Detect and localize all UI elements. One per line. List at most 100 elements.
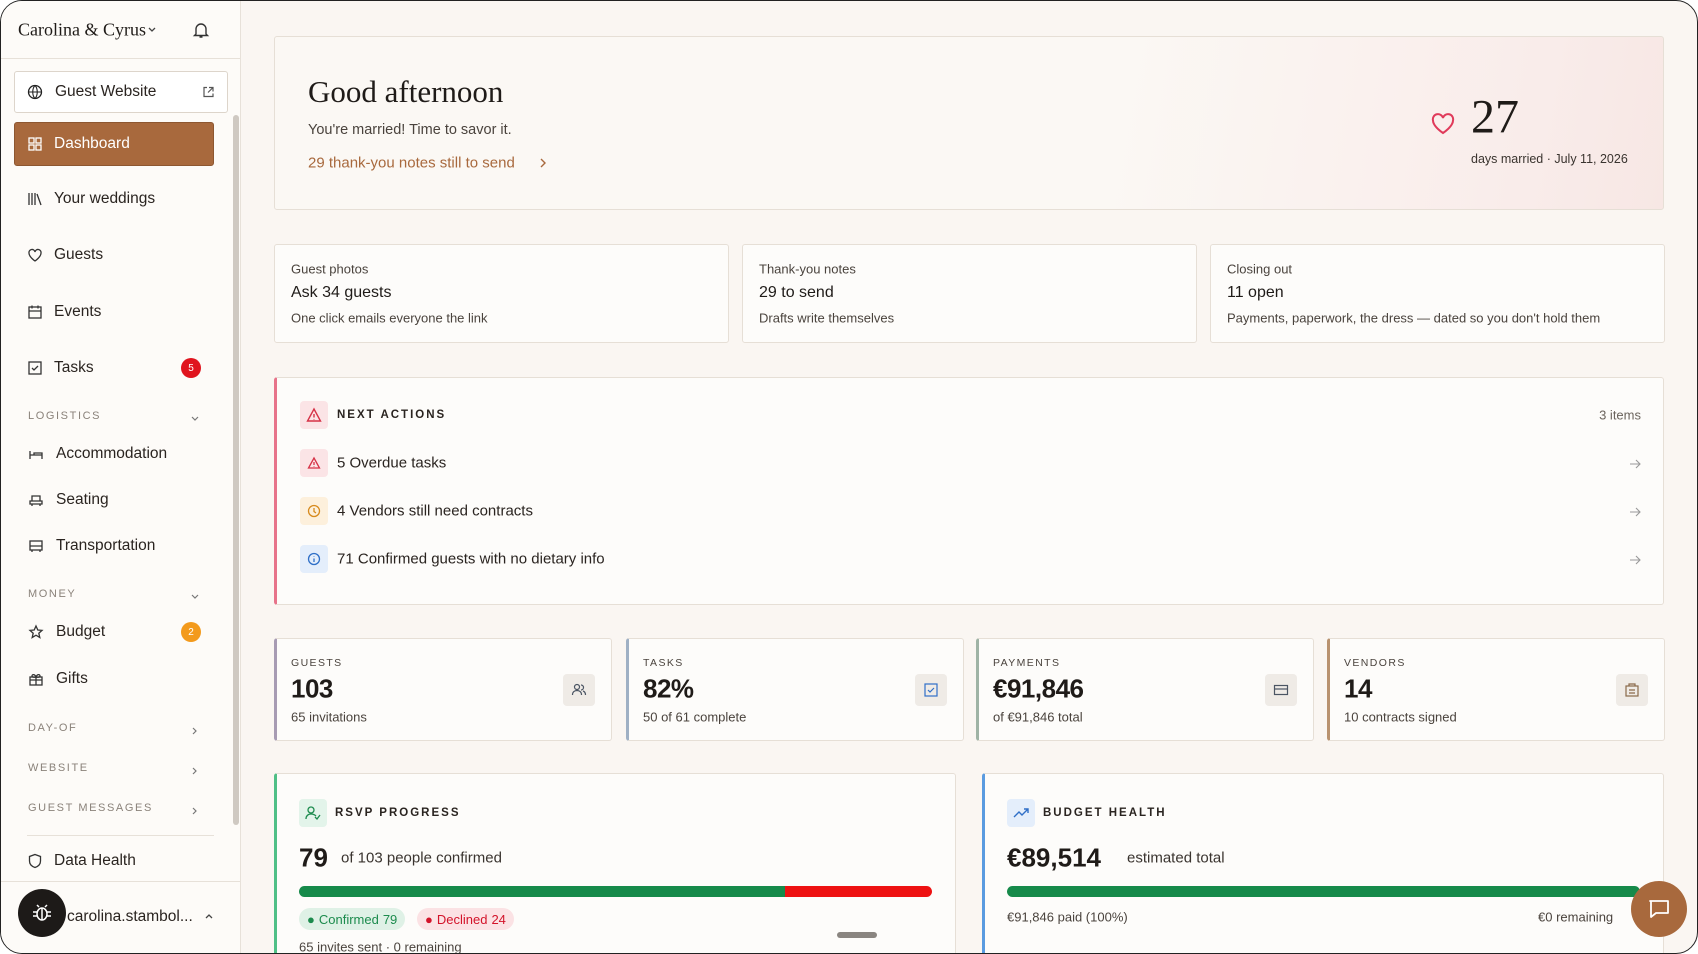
card-label: Guest photos <box>291 261 369 277</box>
stat-icon <box>1616 674 1648 706</box>
card-title: Ask 34 guests <box>291 284 392 301</box>
summary-card[interactable]: Thank-you notes 29 to send Drafts write th… <box>742 244 1197 343</box>
nav-icon <box>28 446 44 462</box>
nav-label[interactable]: Guests <box>54 246 104 263</box>
pill-count: 79 <box>382 911 398 927</box>
chevron <box>190 589 200 599</box>
stat-icon <box>915 674 947 706</box>
divider <box>27 835 214 836</box>
stat-subtitle: 10 contracts signed <box>1344 709 1457 725</box>
budget-total: €89,514 <box>1007 842 1101 873</box>
rsvp-icon <box>299 799 327 827</box>
nav-label[interactable]: Guest Website <box>55 83 157 100</box>
nav-label[interactable]: Data Health <box>54 852 136 869</box>
action-text: Confirmed guests with no dietary info <box>357 550 605 568</box>
stat-value: 103 <box>291 673 333 704</box>
bell-icon[interactable] <box>192 21 210 39</box>
nav-icon <box>28 624 44 640</box>
nav-label[interactable]: Gifts <box>56 670 88 687</box>
bar-declined <box>784 886 932 897</box>
pill-label: Confirmed <box>318 911 379 927</box>
nav-label[interactable]: Tasks <box>54 359 94 376</box>
stat-subtitle: 50 of 61 complete <box>643 709 747 725</box>
chevron <box>205 914 213 919</box>
nav-icon <box>28 538 44 554</box>
nav-label[interactable]: Events <box>54 303 102 320</box>
chevron <box>190 803 200 815</box>
rsvp-caption: of 103 people confirmed <box>341 849 502 867</box>
action-count: 5 <box>337 454 346 472</box>
action-row[interactable]: 5 Overdue tasks <box>337 455 446 472</box>
summary-card[interactable]: Closing out 11 open Payments, paperwork, t… <box>1210 244 1665 343</box>
shield-icon <box>28 853 42 869</box>
stat-card[interactable]: VENDORS 14 10 contracts signed <box>1327 638 1665 741</box>
chevron <box>190 723 200 735</box>
days-caption: days married · July 11, 2026 <box>1471 152 1628 166</box>
rsvp-confirmed: 79 <box>299 842 328 873</box>
budget-bar <box>1007 886 1640 897</box>
budget-icon <box>1007 799 1035 827</box>
card-title: 11 open <box>1227 284 1284 301</box>
stat-card[interactable]: PAYMENTS €91,846 of €91,846 total <box>976 638 1314 741</box>
debug-button[interactable] <box>18 889 66 937</box>
nav-label[interactable]: Seating <box>56 491 109 508</box>
workspace-name[interactable]: Carolina & Cyrus <box>18 19 146 40</box>
divider <box>1 58 241 59</box>
nav-badge: 5 <box>181 358 201 378</box>
nav-label[interactable]: Accommodation <box>56 445 168 462</box>
arrow-icon <box>1629 505 1641 517</box>
nav-label[interactable]: Budget <box>56 623 106 640</box>
globe-icon <box>27 84 43 100</box>
stat-card[interactable]: TASKS 82% 50 of 61 complete <box>626 638 964 741</box>
chevron <box>148 27 156 32</box>
user-name[interactable]: carolina.stambol... <box>67 908 193 925</box>
chat-icon <box>1649 900 1669 918</box>
rsvp-card: RSVP PROGRESS 79 of 103 people confirmed… <box>274 773 956 953</box>
pill-label: Declined <box>436 911 488 927</box>
heart-icon <box>1431 113 1455 135</box>
section-title[interactable]: WEBSITE <box>28 762 89 774</box>
nav-active[interactable] <box>14 122 214 166</box>
card-title: 29 to send <box>759 284 834 301</box>
greeting-link[interactable]: 29 thank-you notes still to send <box>308 154 515 172</box>
action-row[interactable]: 71 Confirmed guests with no dietary info <box>337 551 605 568</box>
guest-website-button[interactable] <box>14 71 228 113</box>
chevron <box>540 158 546 168</box>
section-title[interactable]: GUEST MESSAGES <box>28 802 153 814</box>
section-title[interactable]: DAY-OF <box>28 722 78 734</box>
nav-icon <box>28 671 44 687</box>
card-subtitle: Drafts write themselves <box>759 310 895 326</box>
stat-value: 14 <box>1344 673 1372 704</box>
external-link-icon <box>203 86 214 98</box>
stat-card[interactable]: GUESTS 103 65 invitations <box>274 638 612 741</box>
chat-button[interactable] <box>1631 881 1687 937</box>
scrollbar[interactable] <box>233 115 239 825</box>
stat-icon <box>1265 674 1297 706</box>
nav-icon <box>27 247 43 263</box>
action-count: 4 <box>337 502 346 520</box>
greeting-subtitle: You're married! Time to savor it. <box>308 122 512 138</box>
stat-label: PAYMENTS <box>993 657 1061 669</box>
budget-caption: estimated total <box>1127 849 1225 867</box>
arrow-icon <box>1629 457 1641 469</box>
action-icon <box>300 449 328 477</box>
greeting-title: Good afternoon <box>308 74 504 109</box>
nav-label[interactable]: Your weddings <box>54 190 156 207</box>
section-title[interactable]: MONEY <box>28 588 77 600</box>
nav-label[interactable]: Transportation <box>56 537 156 554</box>
card-subtitle: One click emails everyone the link <box>291 310 488 326</box>
rsvp-title: RSVP PROGRESS <box>335 807 461 819</box>
stat-value: 82% <box>643 673 694 704</box>
action-row[interactable]: 4 Vendors still need contracts <box>337 503 533 520</box>
action-count: 71 <box>337 550 354 568</box>
section-title[interactable]: LOGISTICS <box>28 410 102 422</box>
stat-label: TASKS <box>643 657 684 669</box>
summary-card[interactable]: Guest photos Ask 34 guests One click email… <box>274 244 729 343</box>
next-actions-count: 3 items <box>1599 407 1641 423</box>
nav-label[interactable]: Dashboard <box>54 135 130 152</box>
nav-icon <box>28 492 44 508</box>
chevron <box>190 411 200 421</box>
